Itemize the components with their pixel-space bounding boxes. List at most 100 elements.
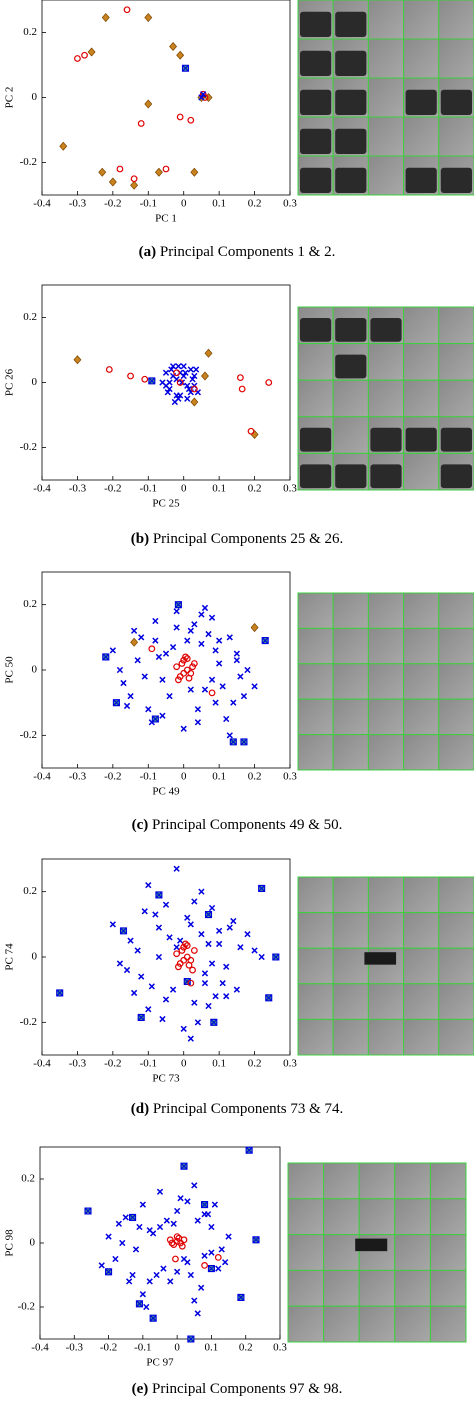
point: [173, 950, 181, 958]
image-patch: [367, 663, 405, 700]
point: [155, 924, 163, 931]
point: [183, 666, 191, 674]
point: [183, 953, 191, 961]
point: [211, 1201, 218, 1208]
point: [185, 961, 193, 969]
point: [185, 385, 193, 393]
image-patch: [358, 1162, 396, 1200]
image-patch: [332, 876, 369, 914]
point: [240, 693, 248, 700]
point: [219, 683, 226, 690]
point: [109, 921, 116, 928]
point: [123, 702, 131, 710]
image-patch: [394, 1305, 431, 1343]
point: [84, 1207, 92, 1215]
image-patch: [332, 627, 369, 665]
point: [216, 940, 223, 948]
x-tick-label: -0.3: [69, 198, 87, 210]
x-tick-label: -0.3: [69, 771, 87, 783]
x-tick-label: 0.2: [248, 771, 262, 783]
point: [244, 931, 251, 938]
vehicle-patch: [370, 427, 402, 452]
point: [180, 656, 188, 664]
point: [145, 882, 152, 889]
point: [204, 92, 213, 103]
y-tick-label: 0.2: [23, 885, 37, 897]
image-patch: [367, 343, 405, 381]
point: [229, 738, 237, 746]
point: [223, 715, 230, 723]
x-tick-label: 0: [181, 483, 187, 495]
y-axis-label: PC 26: [4, 368, 16, 396]
point: [189, 966, 196, 974]
x-tick-label: -0.1: [140, 483, 157, 495]
point: [198, 1284, 205, 1291]
image-patch: [297, 379, 334, 418]
point: [250, 623, 259, 633]
image-patch: [332, 379, 369, 418]
vehicle-patch: [405, 427, 437, 452]
point: [192, 366, 200, 373]
point: [250, 429, 259, 440]
vehicle-patch: [370, 464, 402, 489]
point: [183, 977, 191, 986]
point: [108, 177, 117, 187]
point: [102, 653, 110, 661]
point: [162, 996, 170, 1003]
point: [187, 116, 195, 124]
point: [201, 970, 209, 977]
point: [201, 604, 209, 612]
point: [154, 167, 163, 177]
point: [182, 653, 189, 661]
vehicle-patch: [335, 11, 367, 38]
plot-frame: [39, 1146, 281, 1340]
plot-frame: [41, 284, 291, 481]
point: [169, 363, 177, 370]
point: [184, 1259, 191, 1266]
point: [233, 657, 240, 664]
image-patch: [367, 38, 405, 79]
image-patch: [403, 983, 440, 1020]
image-patch: [332, 592, 369, 629]
point: [162, 165, 170, 173]
image-patch: [367, 1018, 405, 1056]
image-patch: [297, 627, 334, 665]
point: [182, 369, 189, 376]
point: [187, 1335, 195, 1343]
x-tick-label: 0.3: [283, 771, 297, 783]
image-patch: [287, 1234, 325, 1271]
image-patch: [429, 1198, 467, 1236]
point: [173, 369, 181, 377]
point: [226, 634, 233, 641]
x-tick-label: -0.3: [69, 1058, 87, 1070]
point: [56, 989, 64, 997]
point: [122, 1214, 129, 1221]
point: [183, 942, 191, 949]
image-patch: [367, 983, 405, 1020]
point: [236, 374, 244, 382]
point: [237, 673, 244, 680]
point: [208, 960, 216, 967]
x-tick-label: 0.1: [205, 1342, 219, 1354]
point: [130, 175, 138, 183]
point: [222, 1259, 229, 1266]
image-patch: [332, 416, 369, 454]
caption-text: Principal Components 1 & 2.: [160, 244, 335, 260]
point: [152, 911, 159, 918]
x-axis-label: PC 1: [155, 213, 177, 225]
point: [205, 1002, 212, 1010]
point: [261, 637, 269, 645]
image-patch: [287, 1162, 325, 1200]
point: [156, 1188, 164, 1195]
x-axis-label: PC 73: [152, 1073, 180, 1085]
y-tick-label: -0.2: [20, 729, 37, 741]
vehicle-patch: [300, 464, 332, 489]
point: [187, 686, 194, 693]
point: [127, 693, 134, 700]
point: [180, 1025, 187, 1033]
point: [272, 953, 280, 961]
vehicle-patch: [300, 50, 332, 77]
point: [152, 637, 159, 644]
point: [116, 666, 124, 674]
image-patch: [394, 1162, 431, 1200]
